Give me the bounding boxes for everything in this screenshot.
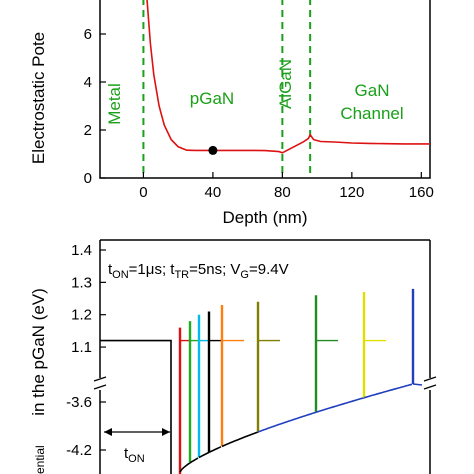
y-tick-label: -3.6: [66, 394, 92, 411]
y-tick-label: 2: [84, 122, 92, 139]
x-tick-label: 120: [339, 184, 364, 201]
bottom-chart: 1.4 1.3 1.2 1.1 -3.6 -4.2 in the pGaN (eV) en…: [29, 239, 438, 474]
x-tick-label: 0: [139, 184, 147, 201]
region-label-algan: AlGaN: [276, 59, 295, 109]
region-label-pgan: pGaN: [190, 89, 234, 108]
recovery-segment: [257, 411, 317, 433]
series-line: [146, 0, 430, 154]
y-tick-label: 4: [84, 74, 92, 91]
top-plot-frame: [99, 0, 431, 179]
marker-point: [208, 145, 218, 155]
y-tick-label: 1.3: [71, 274, 92, 291]
recovery-segment: [208, 446, 222, 454]
y-tick-label: -4.2: [66, 442, 92, 459]
top-chart: 0 2 4 6 0 40 80 120 160 Electrostatic Pote Dept…: [29, 0, 434, 227]
y-tick-label: 0: [84, 170, 92, 187]
region-label-metal: Metal: [105, 83, 124, 125]
recovery-segment: [363, 383, 413, 399]
bottom-plot-frame: [99, 239, 431, 474]
y-tick-label: 6: [84, 26, 92, 43]
conditions-annotation: tON=1μs; tTR=5ns; VG=9.4V: [108, 261, 289, 281]
bottom-series: [100, 288, 423, 474]
region-label-gan: GaN: [355, 81, 390, 100]
top-series: [146, 0, 430, 155]
top-y-axis-label: Electrostatic Pote: [29, 32, 48, 164]
recovery-segment: [315, 397, 365, 414]
y-tick-label: 1.4: [71, 242, 92, 259]
ton-label: tON: [124, 445, 145, 465]
recovery-segment: [198, 451, 210, 459]
top-y-ticks: 0 2 4 6: [84, 26, 106, 187]
bottom-y-axis-label-fragment: ential: [33, 445, 47, 474]
bottom-y-axis-label: in the pGaN (eV): [29, 288, 48, 416]
recovery-segment: [221, 431, 259, 448]
recovery-segment: [189, 457, 199, 464]
y-tick-label: 1.1: [71, 339, 92, 356]
ton-arrow: [104, 428, 170, 436]
x-tick-label: 80: [274, 184, 291, 201]
recovery-segment: [179, 462, 191, 473]
top-boundaries: [142, 0, 312, 178]
initial-baseline: [100, 339, 172, 474]
y-tick-label: 1.2: [71, 307, 92, 324]
x-tick-label: 40: [205, 184, 222, 201]
x-tick-label: 160: [409, 184, 434, 201]
region-label-channel: Channel: [340, 104, 403, 123]
recovery-segment: [412, 383, 423, 386]
bottom-y-ticks: 1.4 1.3 1.2 1.1 -3.6 -4.2: [66, 242, 106, 459]
top-x-ticks: 0 40 80 120 160: [139, 172, 434, 201]
top-x-axis-label: Depth (nm): [222, 208, 307, 227]
axis-break-right: [423, 376, 438, 390]
axis-break-left: [93, 376, 108, 390]
